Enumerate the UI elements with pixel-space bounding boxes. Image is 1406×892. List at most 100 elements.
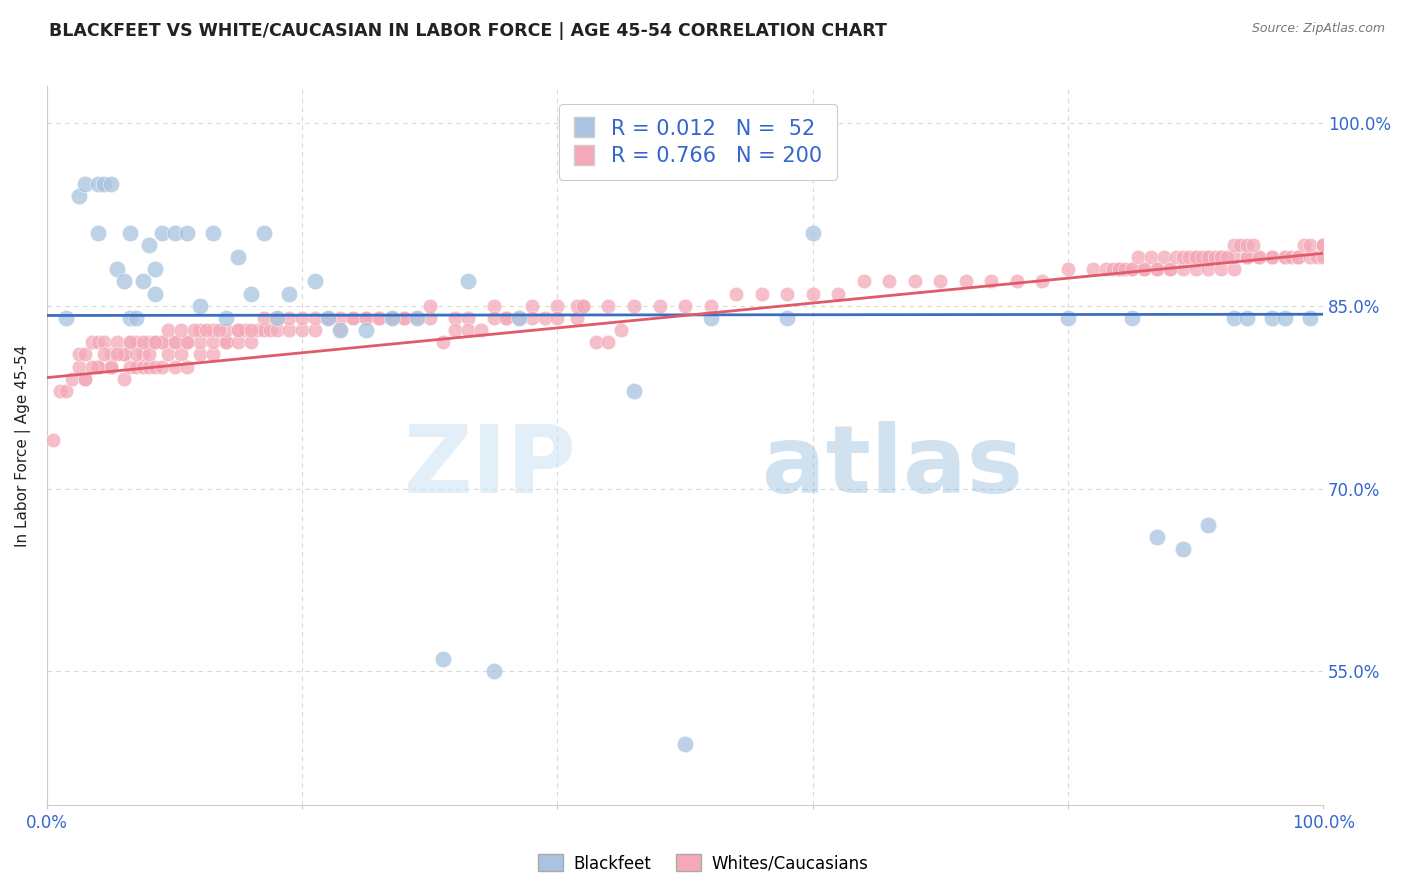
Point [1197, 518, 1219, 533]
Y-axis label: In Labor Force | Age 45-54: In Labor Force | Age 45-54 [15, 344, 31, 547]
Point [1121, 262, 1143, 277]
Point [87, 359, 110, 374]
Point [546, 299, 568, 313]
Point [623, 384, 645, 398]
Point [48, 384, 70, 398]
Point [1236, 250, 1258, 264]
Point [170, 347, 193, 361]
Point [278, 323, 301, 337]
Point [214, 310, 236, 325]
Point [228, 323, 250, 337]
Point [342, 310, 364, 325]
Point [75, 372, 97, 386]
Point [1184, 250, 1206, 264]
Point [1204, 250, 1226, 264]
Point [253, 226, 276, 240]
Point [1140, 250, 1163, 264]
Point [457, 323, 479, 337]
Point [533, 310, 555, 325]
Point [1279, 250, 1302, 264]
Point [508, 310, 530, 325]
Point [87, 359, 110, 374]
Point [105, 347, 128, 361]
Point [214, 335, 236, 350]
Point [1286, 250, 1309, 264]
Point [67, 347, 90, 361]
Point [131, 347, 153, 361]
Point [67, 189, 90, 203]
Point [432, 652, 454, 666]
Point [546, 310, 568, 325]
Point [118, 359, 141, 374]
Point [1159, 262, 1181, 277]
Point [699, 310, 721, 325]
Point [80, 335, 103, 350]
Point [145, 335, 167, 350]
Text: ZIP: ZIP [404, 421, 576, 514]
Point [233, 323, 256, 337]
Point [228, 250, 250, 264]
Point [1236, 250, 1258, 264]
Point [266, 310, 288, 325]
Point [904, 274, 927, 288]
Point [520, 310, 543, 325]
Point [75, 177, 97, 191]
Point [316, 310, 339, 325]
Point [240, 323, 263, 337]
Point [354, 323, 377, 337]
Point [776, 286, 799, 301]
Point [201, 335, 224, 350]
Point [201, 226, 224, 240]
Point [246, 323, 269, 337]
Point [150, 226, 173, 240]
Point [329, 323, 352, 337]
Point [304, 323, 326, 337]
Point [1197, 262, 1219, 277]
Point [1171, 542, 1194, 557]
Point [87, 335, 110, 350]
Point [565, 310, 588, 325]
Point [118, 310, 141, 325]
Point [776, 310, 799, 325]
Point [1031, 274, 1053, 288]
Point [1223, 250, 1246, 264]
Point [1171, 250, 1194, 264]
Point [291, 310, 314, 325]
Point [1178, 250, 1201, 264]
Point [354, 310, 377, 325]
Point [673, 299, 696, 313]
Point [827, 286, 849, 301]
Point [100, 359, 122, 374]
Point [163, 335, 186, 350]
Point [138, 359, 160, 374]
Point [1191, 250, 1213, 264]
Point [1236, 310, 1258, 325]
Point [157, 323, 180, 337]
Point [1133, 262, 1156, 277]
Point [1083, 262, 1105, 277]
Point [1261, 250, 1284, 264]
Point [367, 310, 389, 325]
Point [157, 347, 180, 361]
Point [1108, 262, 1130, 277]
Point [482, 310, 505, 325]
Point [118, 335, 141, 350]
Point [673, 738, 696, 752]
Point [138, 347, 160, 361]
Point [1261, 310, 1284, 325]
Point [1166, 250, 1188, 264]
Point [145, 286, 167, 301]
Point [1057, 310, 1080, 325]
Point [432, 335, 454, 350]
Point [100, 347, 122, 361]
Point [457, 310, 479, 325]
Point [228, 323, 250, 337]
Point [316, 310, 339, 325]
Point [138, 335, 160, 350]
Point [1101, 262, 1123, 277]
Point [208, 323, 231, 337]
Point [1312, 250, 1334, 264]
Point [565, 299, 588, 313]
Point [444, 310, 467, 325]
Point [253, 323, 276, 337]
